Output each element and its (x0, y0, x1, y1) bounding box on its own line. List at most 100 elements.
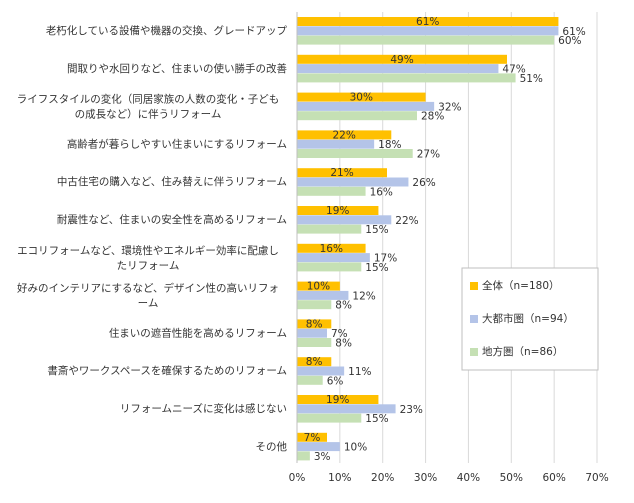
category-label: エコリフォームなど、環境性やエネルギー効率に配慮したリフォーム (17, 244, 279, 272)
x-tick-label: 40% (457, 472, 480, 484)
value-label: 51% (520, 73, 543, 85)
value-label: 47% (502, 64, 525, 76)
category-label: 耐震性など、住まいの安全性を高めるリフォーム (57, 213, 287, 226)
value-label: 22% (332, 129, 355, 141)
bar (297, 139, 375, 149)
category-label: 中古住宅の購入など、住み替えに伴うリフォーム (57, 175, 287, 188)
x-tick-label: 20% (371, 472, 394, 484)
bar (297, 243, 366, 253)
bar (297, 281, 340, 291)
bar (297, 262, 362, 272)
bar (297, 328, 327, 338)
value-label: 10% (344, 442, 367, 454)
value-label: 3% (314, 451, 331, 463)
bar (297, 395, 379, 404)
category-label-line: ライフスタイルの変化（同居家族の人数の変化・子ども (17, 93, 280, 106)
category-label: 好みのインテリアにするなど、デザイン性の高いリフォーム (17, 282, 279, 310)
bar (297, 111, 417, 121)
value-label: 15% (365, 224, 388, 236)
bar (297, 215, 392, 225)
legend-swatch (470, 315, 478, 323)
value-label: 23% (400, 404, 423, 416)
value-label: 61% (562, 26, 585, 38)
value-label: 15% (365, 413, 388, 425)
value-label: 18% (378, 139, 401, 151)
category-label-line: ーム (138, 298, 159, 310)
category-label: ライフスタイルの変化（同居家族の人数の変化・子どもの成長など）に伴うリフォーム (17, 93, 280, 121)
value-label: 8% (306, 356, 323, 368)
bar (297, 375, 323, 385)
value-label: 12% (352, 290, 375, 302)
value-label: 28% (421, 111, 444, 123)
value-label: 7% (331, 328, 348, 340)
value-label: 49% (390, 54, 413, 66)
bar (297, 338, 332, 347)
bar (297, 413, 362, 423)
category-label-line: 好みのインテリアにするなど、デザイン性の高いリフォ (17, 282, 279, 295)
bar (297, 253, 370, 263)
value-label: 8% (335, 338, 352, 350)
value-label: 32% (438, 101, 461, 113)
x-tick-label: 0% (289, 472, 306, 484)
value-label: 7% (304, 432, 321, 444)
bar (297, 290, 349, 300)
bar (297, 300, 332, 310)
legend-box (461, 267, 599, 371)
category-label-line: たリフォーム (117, 260, 180, 272)
category-label: 間取りや水回りなど、住まいの使い勝手の改善 (67, 62, 287, 75)
bar (297, 404, 396, 414)
bar (297, 357, 332, 367)
legend-swatch (470, 348, 478, 356)
bar (297, 64, 499, 74)
value-label: 30% (350, 92, 373, 104)
category-label: 老朽化している設備や機器の交換、グレードアップ (46, 24, 288, 37)
bar (297, 177, 409, 187)
bar (297, 319, 332, 329)
x-tick-label: 30% (414, 472, 437, 484)
bar (297, 17, 559, 26)
value-label: 27% (417, 149, 440, 161)
bar (297, 206, 379, 215)
bar (297, 168, 387, 178)
value-label: 60% (558, 35, 581, 47)
category-label: 高齢者が暮らしやすい住まいにするリフォーム (67, 137, 287, 150)
value-label: 8% (335, 300, 352, 312)
bar (297, 26, 559, 36)
bar (297, 366, 345, 376)
legend-swatch (470, 282, 478, 290)
category-label-line: エコリフォームなど、環境性やエネルギー効率に配慮し (17, 244, 279, 257)
bar (297, 224, 362, 234)
category-label: 書斎やワークスペースを確保するためのリフォーム (47, 364, 287, 377)
legend-label: 大都市圏（n=94） (482, 312, 574, 325)
value-label: 21% (330, 167, 353, 179)
value-label: 22% (395, 215, 418, 227)
value-label: 16% (370, 186, 393, 198)
bar (297, 149, 413, 158)
value-label: 17% (374, 253, 397, 265)
bar (297, 130, 392, 140)
x-tick-label: 70% (585, 472, 608, 484)
x-tick-label: 50% (500, 472, 523, 484)
category-label: 住まいの遮音性能を高めるリフォーム (109, 326, 287, 339)
bar (297, 92, 426, 102)
value-label: 19% (326, 205, 349, 217)
value-label: 11% (348, 366, 371, 378)
value-label: 61% (416, 16, 439, 28)
value-label: 15% (365, 262, 388, 274)
category-label-line: の成長など）に伴うリフォーム (75, 108, 222, 121)
value-label: 26% (412, 177, 435, 189)
bar (297, 442, 340, 452)
value-label: 8% (306, 318, 323, 330)
bar (297, 451, 310, 461)
x-tick-label: 60% (542, 472, 565, 484)
bar (297, 432, 327, 442)
value-label: 6% (327, 375, 344, 387)
legend-label: 全体（n=180） (482, 279, 560, 292)
bar (297, 73, 516, 83)
bar (297, 186, 366, 196)
bar (297, 101, 435, 111)
x-tick-label: 10% (328, 472, 351, 484)
category-label: その他 (256, 440, 288, 453)
value-label: 10% (307, 281, 330, 293)
